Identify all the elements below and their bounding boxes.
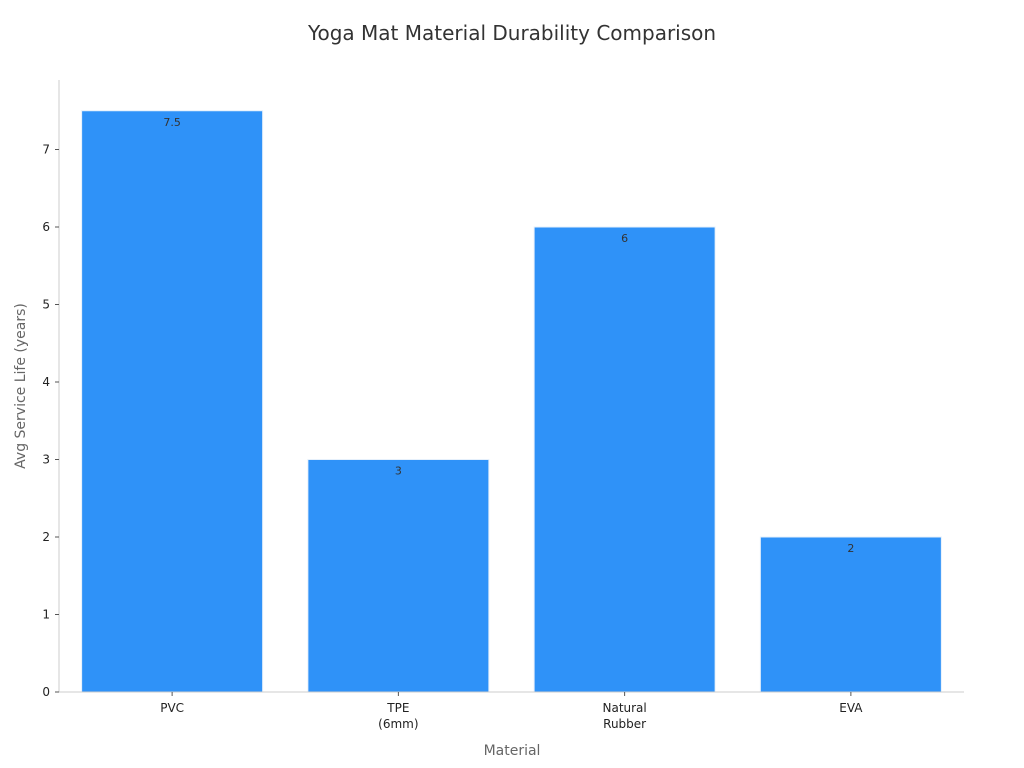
bar (759, 536, 942, 693)
y-ticks-group: 0 1 2 3 4 5 6 7 (42, 143, 59, 699)
bar (307, 459, 490, 693)
y-tick-label: 2 (42, 530, 50, 544)
bar-data-label: 6 (621, 232, 628, 245)
x-tick-label: TPE (6mm) (378, 701, 418, 731)
y-tick-label: 4 (42, 375, 50, 389)
bar (81, 110, 264, 693)
x-ticks-group: PVC TPE (6mm) Natural Rubber EVA (160, 692, 863, 731)
data-labels-group: 7.5 3 6 2 (163, 116, 854, 555)
y-tick-label: 5 (42, 298, 50, 312)
bars-group (81, 110, 942, 693)
bar-data-label: 2 (847, 542, 854, 555)
y-tick-label: 6 (42, 220, 50, 234)
x-tick-label: Natural Rubber (602, 701, 646, 731)
bar (533, 226, 716, 693)
bar-data-label: 3 (395, 465, 402, 478)
bar-data-label: 7.5 (163, 116, 181, 129)
y-tick-label: 7 (42, 143, 50, 157)
y-axis-label: Avg Service Life (years) (13, 303, 29, 469)
chart-title: Yoga Mat Material Durability Comparison (307, 21, 716, 45)
y-tick-label: 0 (42, 685, 50, 699)
x-axis-label: Material (484, 743, 541, 759)
x-tick-label: EVA (839, 701, 863, 715)
x-tick-label: PVC (160, 701, 184, 715)
y-tick-label: 1 (42, 608, 50, 622)
y-tick-label: 3 (42, 453, 50, 467)
